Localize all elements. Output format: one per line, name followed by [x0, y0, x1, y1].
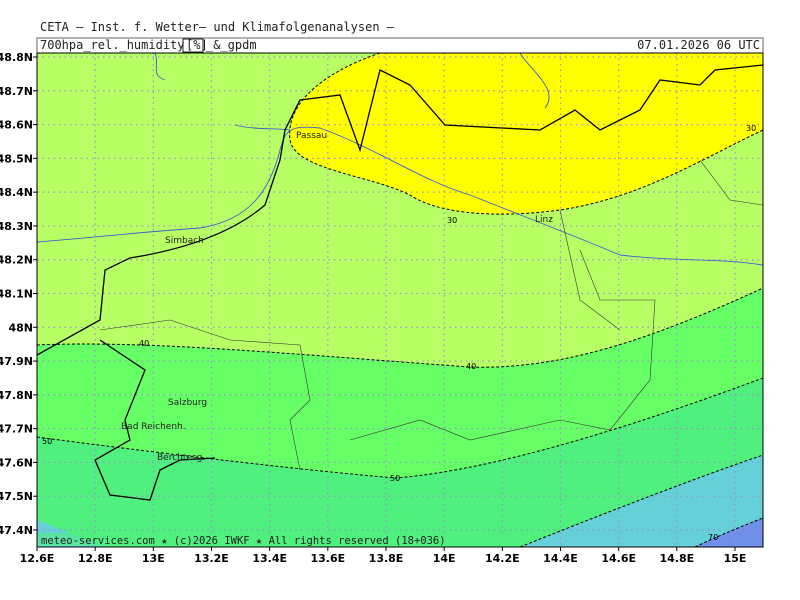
- contour-label: 70: [708, 533, 718, 542]
- parameter-suffix: _&_gpdm: [206, 38, 257, 52]
- place-label: Passau: [296, 131, 327, 141]
- band-60-70: [520, 455, 763, 547]
- contour-30: [289, 53, 763, 215]
- river-danube: [37, 126, 763, 266]
- y-tick-label: 47.4N: [0, 524, 33, 537]
- place-label: Salzburg: [168, 398, 207, 408]
- contour-label: 50: [42, 437, 52, 446]
- y-tick-label: 47.9N: [0, 355, 33, 368]
- band-50-60: [37, 378, 763, 547]
- x-tick-label: 14.4E: [543, 552, 578, 565]
- map-frame: [36, 52, 764, 548]
- parameter: 700hpa_rel._humidity: [40, 38, 185, 52]
- x-tick-label: 13E: [142, 552, 165, 565]
- y-tick-label: 47.7N: [0, 423, 33, 436]
- place-label: Bad Reichenh.: [121, 422, 186, 432]
- contour-label: 50: [390, 474, 400, 483]
- band-below-30: [289, 53, 763, 215]
- x-tick-label: 13.6E: [311, 552, 346, 565]
- x-tick-label: 13.8E: [369, 552, 404, 565]
- contour-label: 30: [746, 124, 756, 133]
- border-salzburg: [94, 339, 216, 501]
- admin-borders: [99, 159, 763, 471]
- y-tick-label: 48N: [8, 321, 33, 334]
- map-area: Passau Simbach Linz Salzburg Bad Reichen…: [36, 52, 764, 548]
- x-tick-label: 13.4E: [252, 552, 287, 565]
- valid-time: 07.01.2026 06 UTC: [637, 38, 760, 52]
- place-label: Berchtesg.: [157, 453, 205, 463]
- y-tick-label: 48.6N: [0, 119, 33, 132]
- contour-40: [37, 287, 763, 368]
- footer-bg: [38, 533, 508, 546]
- copyright: meteo-services.com ★ (c)2026 IWKF ★ All …: [41, 535, 446, 547]
- y-tick-label: 48.4N: [0, 186, 33, 199]
- x-tick-label: 14.2E: [485, 552, 520, 565]
- place-label: Linz: [535, 215, 553, 225]
- y-tick-label: 47.8N: [0, 389, 33, 402]
- contour-label: 40: [139, 339, 149, 348]
- national-border: [37, 64, 763, 356]
- rivers: [154, 53, 550, 131]
- unit-box: [182, 38, 204, 53]
- y-tick-label: 48.8N: [0, 51, 33, 64]
- institute-title: CETA — Inst. f. Wetter— und Klimafolgena…: [40, 20, 395, 34]
- contour-70: [694, 517, 763, 547]
- x-tick-label: 14E: [433, 552, 456, 565]
- y-tick-label: 47.5N: [0, 490, 33, 503]
- y-tick-label: 48.1N: [0, 288, 33, 301]
- x-tick-label: 14.6E: [601, 552, 636, 565]
- x-tick-label: 13.2E: [194, 552, 229, 565]
- x-tick-label: 12.6E: [20, 552, 55, 565]
- y-tick-label: 48.2N: [0, 254, 33, 267]
- place-label: Simbach: [165, 236, 204, 246]
- contour-50: [37, 377, 763, 479]
- contour-label: 40: [466, 362, 476, 371]
- x-tick-label: 15E: [724, 552, 747, 565]
- x-tick-label: 12.8E: [78, 552, 113, 565]
- x-tick-label: 14.8E: [660, 552, 695, 565]
- unit: [%]: [186, 38, 208, 52]
- y-tick-label: 48.5N: [0, 152, 33, 165]
- contour-label: 30: [447, 216, 457, 225]
- y-tick-label: 47.6N: [0, 456, 33, 469]
- axis-ticks: 12.6E 12.8E 13E 13.2E 13.4E 13.6E 13.8E 14E 14.2…: [0, 51, 746, 565]
- y-tick-label: 48.3N: [0, 220, 33, 233]
- y-tick-label: 48.7N: [0, 85, 33, 98]
